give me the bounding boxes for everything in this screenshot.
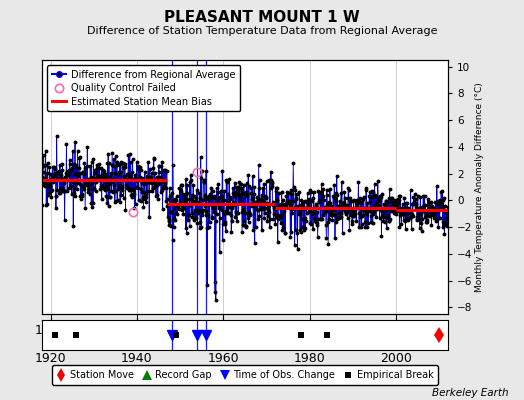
Y-axis label: Monthly Temperature Anomaly Difference (°C): Monthly Temperature Anomaly Difference (… [475, 82, 484, 292]
Legend: Station Move, Record Gap, Time of Obs. Change, Empirical Break: Station Move, Record Gap, Time of Obs. C… [51, 365, 439, 385]
Text: 2000: 2000 [380, 352, 412, 365]
Text: 1980: 1980 [294, 352, 325, 365]
Text: PLEASANT MOUNT 1 W: PLEASANT MOUNT 1 W [164, 10, 360, 25]
Text: Berkeley Earth: Berkeley Earth [432, 388, 508, 398]
Text: 1920: 1920 [35, 352, 67, 365]
Legend: Difference from Regional Average, Quality Control Failed, Estimated Station Mean: Difference from Regional Average, Qualit… [47, 65, 241, 111]
Text: 1960: 1960 [208, 352, 239, 365]
Text: 1940: 1940 [121, 352, 153, 365]
Text: Difference of Station Temperature Data from Regional Average: Difference of Station Temperature Data f… [87, 26, 437, 36]
